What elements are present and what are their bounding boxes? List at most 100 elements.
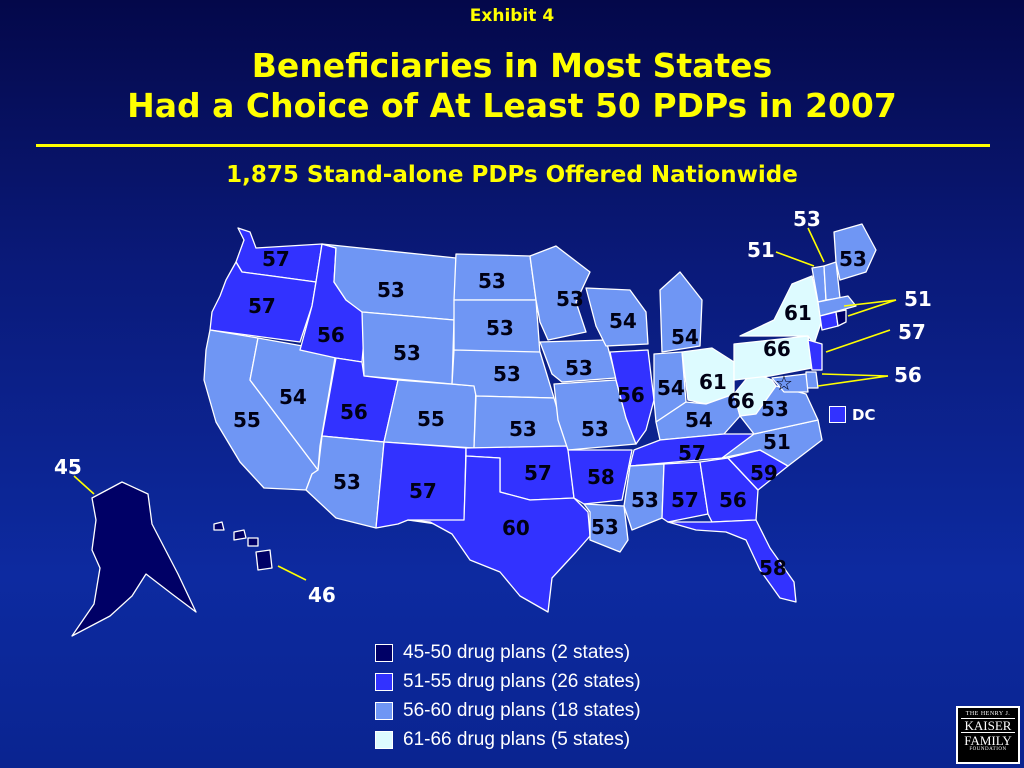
- legend-label: 51-55 drug plans (26 states): [403, 670, 641, 692]
- arrow-ma-1: [843, 299, 897, 307]
- label-nh: 53: [839, 247, 867, 271]
- legend-swatch: [375, 643, 393, 662]
- legend-item: 45-50 drug plans (2 states): [375, 638, 641, 667]
- label-mn: 53: [556, 287, 584, 311]
- label-il: 56: [617, 383, 645, 407]
- label-ia: 53: [565, 356, 593, 380]
- label-tn: 57: [678, 441, 706, 465]
- legend-label: 45-50 drug plans (2 states): [403, 641, 631, 663]
- legend-item: 51-55 drug plans (26 states): [375, 667, 641, 696]
- label-ks: 53: [509, 417, 537, 441]
- arrow-vt: [775, 251, 815, 267]
- legend: 45-50 drug plans (2 states) 51-55 drug p…: [375, 638, 641, 754]
- state-MA: [817, 295, 857, 317]
- page-title: Beneficiaries in Most States Had a Choic…: [0, 46, 1024, 126]
- state-AR: [567, 449, 633, 505]
- legend-label: 61-66 drug plans (5 states): [403, 728, 631, 750]
- label-ut: 56: [340, 400, 368, 424]
- state-TX: [407, 455, 591, 613]
- state-NJ: [807, 339, 823, 371]
- title-line-2: Had a Choice of At Least 50 PDPs in 2007: [127, 86, 897, 125]
- label-va: 53: [761, 397, 789, 421]
- state-OR: [209, 261, 317, 343]
- label-nd: 53: [478, 269, 506, 293]
- exhibit-label: Exhibit 4: [469, 6, 555, 26]
- label-wa: 57: [262, 247, 290, 271]
- legend-label: 56-60 drug plans (18 states): [403, 699, 641, 721]
- arrow-ct: [825, 329, 891, 353]
- label-la: 53: [591, 515, 619, 539]
- state-IA: [539, 339, 617, 383]
- state-CT: [819, 311, 839, 331]
- state-MD: [771, 373, 809, 393]
- label-tx: 60: [502, 516, 530, 540]
- dc-marker: [829, 406, 846, 423]
- arrow-ak: [73, 475, 95, 495]
- label-or: 57: [248, 294, 276, 318]
- logo-line-1: THE HENRY J.: [965, 711, 1011, 717]
- label-co: 55: [417, 407, 445, 431]
- label-dc: DC: [852, 406, 876, 424]
- label-al: 57: [671, 488, 699, 512]
- legend-swatch: [375, 701, 393, 720]
- label-ne: 53: [493, 362, 521, 386]
- logo-line-3: FAMILY: [964, 733, 1012, 748]
- title-divider: [36, 144, 990, 147]
- label-ak: 45: [54, 455, 82, 479]
- arrow-nj-1: [821, 373, 889, 377]
- label-mi: 54: [671, 325, 699, 349]
- state-HI-1: [213, 521, 225, 531]
- label-ms: 53: [631, 488, 659, 512]
- arrow-hi: [277, 565, 307, 581]
- legend-swatch: [375, 672, 393, 691]
- legend-swatch: [375, 730, 393, 749]
- state-ME: [833, 223, 877, 281]
- label-wy: 53: [393, 341, 421, 365]
- arrow-nj-2: [817, 375, 889, 387]
- label-nc: 51: [763, 430, 791, 454]
- label-ky: 54: [685, 408, 713, 432]
- state-WI: [585, 287, 649, 347]
- subtitle: 1,875 Stand-alone PDPs Offered Nationwid…: [226, 162, 798, 188]
- label-ok: 57: [524, 461, 552, 485]
- state-RI: [835, 309, 847, 327]
- legend-item: 56-60 drug plans (18 states): [375, 696, 641, 725]
- label-ga: 56: [719, 488, 747, 512]
- label-wv: 66: [727, 389, 755, 413]
- state-AL: [661, 461, 709, 523]
- star-icon: ☆: [775, 371, 793, 395]
- label-vt: 51: [747, 238, 775, 262]
- label-wi: 54: [609, 309, 637, 333]
- title-line-1: Beneficiaries in Most States: [251, 46, 773, 85]
- label-id: 56: [317, 323, 345, 347]
- label-sd: 53: [486, 316, 514, 340]
- state-MI: [659, 271, 703, 353]
- label-az: 53: [333, 470, 361, 494]
- label-me: 53: [793, 207, 821, 231]
- label-nv: 54: [279, 385, 307, 409]
- label-fl: 58: [759, 556, 787, 580]
- state-FL: [667, 519, 797, 603]
- label-ct: 57: [898, 320, 926, 344]
- label-in: 54: [657, 376, 685, 400]
- label-pa: 66: [763, 337, 791, 361]
- state-HI-4: [255, 549, 273, 571]
- arrow-me: [807, 227, 825, 263]
- state-MN: [529, 245, 591, 341]
- legend-item: 61-66 drug plans (5 states): [375, 725, 641, 754]
- label-hi: 46: [308, 583, 336, 607]
- label-ma: 51: [904, 287, 932, 311]
- logo-line-4: FOUNDATION: [969, 747, 1007, 752]
- state-AK: [71, 481, 197, 637]
- label-oh: 61: [699, 370, 727, 394]
- label-nj: 56: [894, 363, 922, 387]
- label-sc: 59: [750, 461, 778, 485]
- state-HI-3: [247, 537, 259, 547]
- label-mo: 53: [581, 417, 609, 441]
- state-IL: [609, 349, 655, 445]
- state-MS: [623, 463, 665, 531]
- label-ar: 58: [587, 465, 615, 489]
- kaiser-logo: THE HENRY J. KAISER FAMILY FOUNDATION: [956, 706, 1020, 764]
- state-HI-2: [233, 529, 247, 541]
